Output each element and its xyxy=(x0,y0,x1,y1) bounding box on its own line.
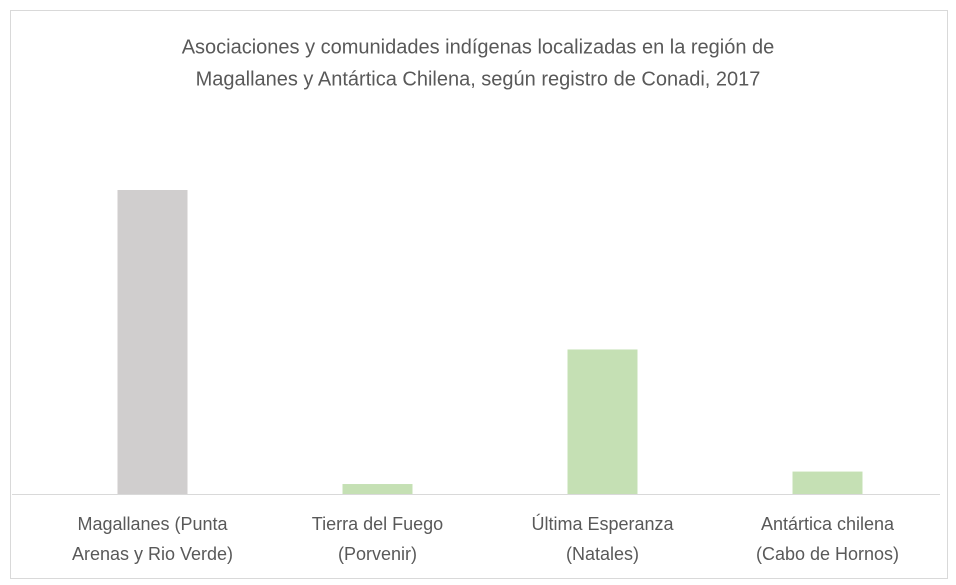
x-tick-label: Última Esperanza xyxy=(531,513,674,534)
chart-title: Magallanes y Antártica Chilena, según re… xyxy=(196,68,761,90)
chart-title: Asociaciones y comunidades indígenas loc… xyxy=(182,36,775,58)
bar xyxy=(792,471,863,494)
x-tick-label: Tierra del Fuego xyxy=(312,514,443,534)
x-tick-label: (Cabo de Hornos) xyxy=(756,544,899,564)
x-tick-label: (Natales) xyxy=(566,544,639,564)
bar xyxy=(342,484,413,494)
bar xyxy=(117,190,188,494)
x-tick-label: (Porvenir) xyxy=(338,544,417,564)
bar xyxy=(567,349,638,494)
x-tick-label: Antártica chilena xyxy=(761,514,895,534)
x-tick-label: Arenas y Rio Verde) xyxy=(72,544,233,564)
x-tick-label: Magallanes (Punta xyxy=(77,514,228,534)
